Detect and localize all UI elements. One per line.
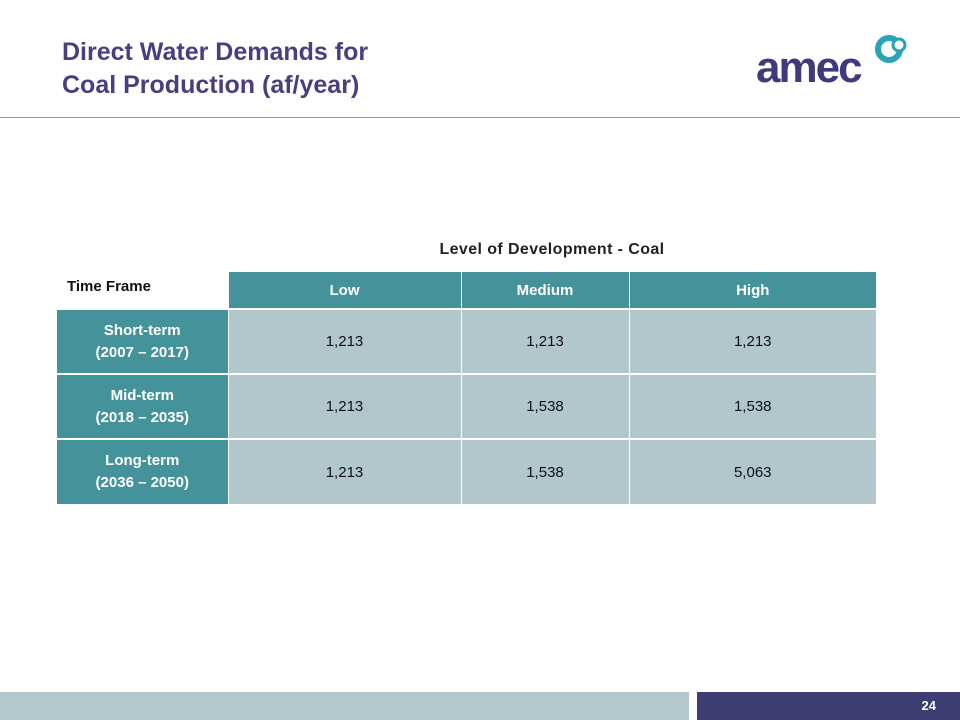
logo-dot-icon [891,37,907,53]
footer-page-bar [697,692,960,720]
column-header-low: Low [227,272,461,309]
table-cell: 1,213 [460,308,629,374]
header-divider [0,117,960,118]
table-header-row: Low Medium High [57,272,876,309]
row-label: Mid-term [110,386,174,404]
table-cell: 1,538 [460,438,629,504]
row-label: Short-term [103,321,181,339]
water-demand-table: Low Medium High Short-term (2007 – 2017)… [57,272,876,504]
table-corner-cell [57,272,228,309]
footer-bar [0,692,689,720]
page-number: 24 [921,698,936,713]
slide-title-line-2: Coal Production (af/year) [62,71,360,99]
table-cell: 1,213 [227,373,461,439]
row-period: (2036 – 2050) [95,474,189,491]
row-header-mid-term: Mid-term (2018 – 2035) [57,373,228,439]
slide-title: Direct Water Demands for Coal Production… [62,36,368,102]
row-period: (2007 – 2017) [95,343,189,361]
row-period: (2018 – 2035) [95,408,189,426]
row-header-long-term: Long-term (2036 – 2050) [57,438,228,504]
slide-title-line-1: Direct Water Demands for [62,38,369,66]
time-frame-label: Time Frame [67,278,151,295]
table-cell: 1,213 [227,308,461,374]
column-header-high: High [628,272,876,309]
table-cell: 5,063 [628,438,876,504]
table-row: Short-term (2007 – 2017) 1,213 1,213 1,2… [57,308,876,374]
amec-logo: amec [756,34,916,94]
column-header-medium: Medium [460,272,629,309]
row-header-short-term: Short-term (2007 – 2017) [57,308,228,374]
table-cell: 1,538 [628,373,876,439]
table-caption: Level of Development - Coal [439,241,665,258]
table-cell: 1,538 [460,373,629,439]
row-label: Long-term [105,452,180,469]
table-cell: 1,213 [227,438,461,504]
table-row: Long-term (2036 – 2050) 1,213 1,538 5,06… [57,438,876,504]
table-cell: 1,213 [628,308,876,374]
logo-wordmark: amec [756,43,862,92]
table-row: Mid-term (2018 – 2035) 1,213 1,538 1,538 [57,373,876,439]
